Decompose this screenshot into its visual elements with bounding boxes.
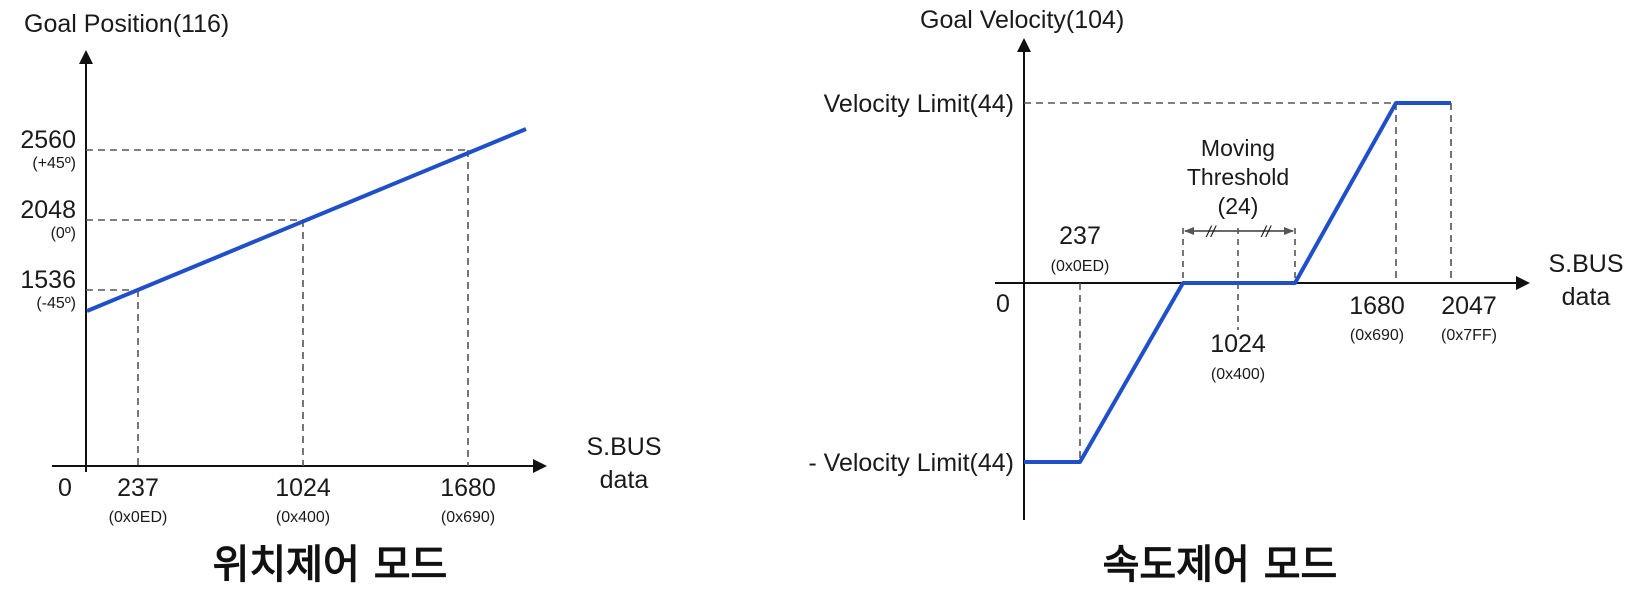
y-tick-2560-sub: (+45º) [32,155,76,172]
vel-x-tick-2047-sub: (0x7FF) [1441,327,1497,344]
vel-x-tick-1680: 1680 [1349,292,1405,320]
velocity-x-axis-label-2: data [1562,283,1611,311]
vel-x-tick-237-sub: (0x0ED) [1051,258,1110,275]
threshold-mark-left: // [1206,224,1217,241]
threshold-label-3: (24) [1218,193,1259,219]
vel-x-tick-1024: 1024 [1210,330,1266,358]
x-tick-1024-sub: (0x400) [276,509,330,526]
velocity-y-axis-label: Goal Velocity(104) [920,6,1124,34]
y-tick-1536-sub: (-45º) [36,295,76,312]
x-tick-237: 237 [117,474,159,502]
velocity-limit-upper: Velocity Limit(44) [824,90,1014,118]
position-line [86,127,527,313]
velocity-x-axis-label-1: S.BUS [1548,250,1623,278]
vel-x-tick-237: 237 [1059,222,1101,250]
y-tick-2048: 2048 [20,196,76,224]
x-tick-1680-sub: (0x690) [441,509,495,526]
vel-x-tick-1024-sub: (0x400) [1211,366,1265,383]
position-x-axis-label-2: data [600,466,649,494]
position-mode-caption: 위치제어 모드 [213,542,448,588]
y-tick-2560: 2560 [20,126,76,154]
velocity-mode-chart: // // Goal Velocity(104) Velocity Limit(… [808,6,1623,588]
position-mode-chart: Goal Position(116) 2560 (+45º) 2048 (0º)… [20,10,661,588]
position-x-axis-label-1: S.BUS [586,433,661,461]
y-tick-1536: 1536 [20,266,76,294]
x-tick-1024: 1024 [275,474,331,502]
vel-x-tick-2047: 2047 [1441,292,1497,320]
velocity-limit-lower: - Velocity Limit(44) [808,449,1014,477]
threshold-mark-right: // [1261,224,1272,241]
position-y-axis-label: Goal Position(116) [24,10,229,38]
x-tick-237-sub: (0x0ED) [109,509,168,526]
velocity-origin: 0 [996,290,1010,318]
position-origin: 0 [58,474,72,502]
y-tick-2048-sub: (0º) [51,225,76,242]
velocity-line [1024,101,1451,464]
threshold-label-1: Moving [1201,135,1275,161]
threshold-label-2: Threshold [1187,164,1289,190]
vel-x-tick-1680-sub: (0x690) [1350,327,1404,344]
velocity-mode-caption: 속도제어 모드 [1103,542,1338,588]
x-tick-1680: 1680 [440,474,496,502]
